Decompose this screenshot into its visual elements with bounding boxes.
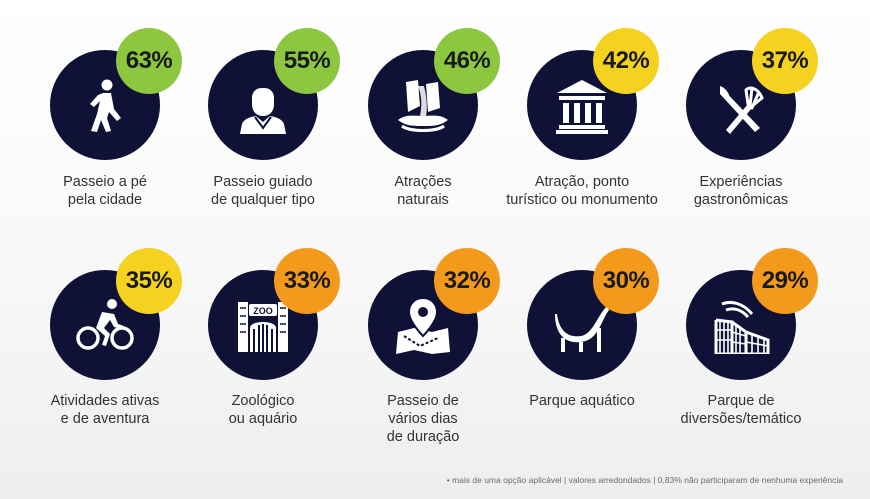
activity-label: Passeio a pé pela cidade xyxy=(63,174,147,208)
activity-label: Zoológico ou aquário xyxy=(228,393,298,427)
activity-circle xyxy=(368,50,478,160)
water-slide-icon xyxy=(555,306,609,352)
activity-circle xyxy=(527,50,637,160)
percentage-badge: 35% xyxy=(116,248,182,314)
activity-label: Atração, ponto turístico ou monumento xyxy=(506,174,658,208)
footnote: • mais de uma opção aplicável | valores … xyxy=(446,475,843,485)
activity-label: Parque de diversões/temático xyxy=(680,393,802,427)
percentage-badge: 55% xyxy=(274,28,340,94)
percentage-badge: 30% xyxy=(593,248,659,314)
activity-label: Atividades ativas e de aventura xyxy=(50,393,160,427)
map-pin-icon xyxy=(396,296,450,354)
walking-person-icon xyxy=(90,79,121,132)
percentage-badge: 33% xyxy=(274,248,340,314)
percentage-badge: 63% xyxy=(116,28,182,94)
percentage-badge: 42% xyxy=(593,28,659,94)
activity-label: Experiências gastronômicas xyxy=(693,174,789,208)
percentage-badge: 29% xyxy=(752,248,818,314)
waterfall-icon xyxy=(398,80,448,132)
roller-coaster-icon xyxy=(714,300,770,354)
percentage-badge: 46% xyxy=(434,28,500,94)
zoo-gate-icon: ZOO xyxy=(238,302,288,352)
activity-label: Passeio guiado de qualquer tipo xyxy=(211,174,315,208)
tour-guide-icon xyxy=(240,85,286,134)
activity-label: Atrações naturais xyxy=(394,174,452,208)
percentage-badge: 37% xyxy=(752,28,818,94)
activity-label: Parque aquático xyxy=(529,393,635,409)
activity-label: Passeio de vários dias de duração xyxy=(386,393,460,445)
fork-knife-icon xyxy=(720,86,764,134)
percentage-badge: 32% xyxy=(434,248,500,314)
activity-circle xyxy=(50,270,160,380)
monument-icon xyxy=(556,80,608,134)
cyclist-icon xyxy=(76,299,134,350)
svg-text:ZOO: ZOO xyxy=(253,306,273,316)
